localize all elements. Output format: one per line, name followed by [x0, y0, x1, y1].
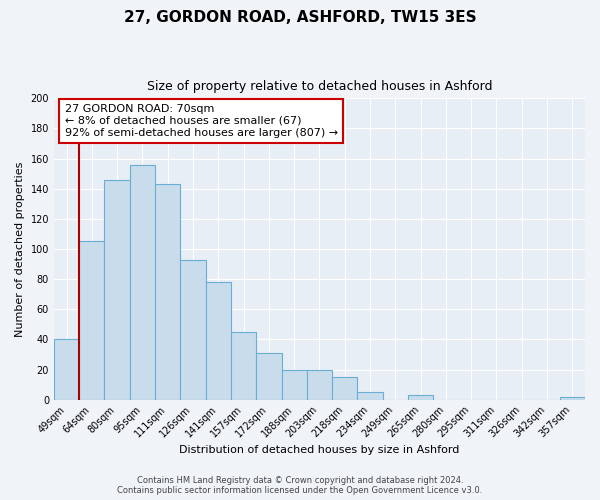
- Bar: [104, 180, 130, 400]
- Bar: [79, 242, 104, 400]
- Y-axis label: Number of detached properties: Number of detached properties: [15, 162, 25, 336]
- Bar: [307, 370, 332, 400]
- Bar: [155, 184, 181, 400]
- Bar: [408, 395, 433, 400]
- Bar: [332, 377, 358, 400]
- Text: 27 GORDON ROAD: 70sqm
← 8% of detached houses are smaller (67)
92% of semi-detac: 27 GORDON ROAD: 70sqm ← 8% of detached h…: [65, 104, 338, 138]
- Bar: [206, 282, 231, 400]
- X-axis label: Distribution of detached houses by size in Ashford: Distribution of detached houses by size …: [179, 445, 460, 455]
- Bar: [560, 396, 585, 400]
- Text: 27, GORDON ROAD, ASHFORD, TW15 3ES: 27, GORDON ROAD, ASHFORD, TW15 3ES: [124, 10, 476, 25]
- Bar: [130, 164, 155, 400]
- Bar: [181, 260, 206, 400]
- Bar: [54, 340, 79, 400]
- Bar: [231, 332, 256, 400]
- Bar: [358, 392, 383, 400]
- Bar: [256, 353, 281, 400]
- Text: Contains HM Land Registry data © Crown copyright and database right 2024.
Contai: Contains HM Land Registry data © Crown c…: [118, 476, 482, 495]
- Bar: [281, 370, 307, 400]
- Title: Size of property relative to detached houses in Ashford: Size of property relative to detached ho…: [147, 80, 492, 93]
